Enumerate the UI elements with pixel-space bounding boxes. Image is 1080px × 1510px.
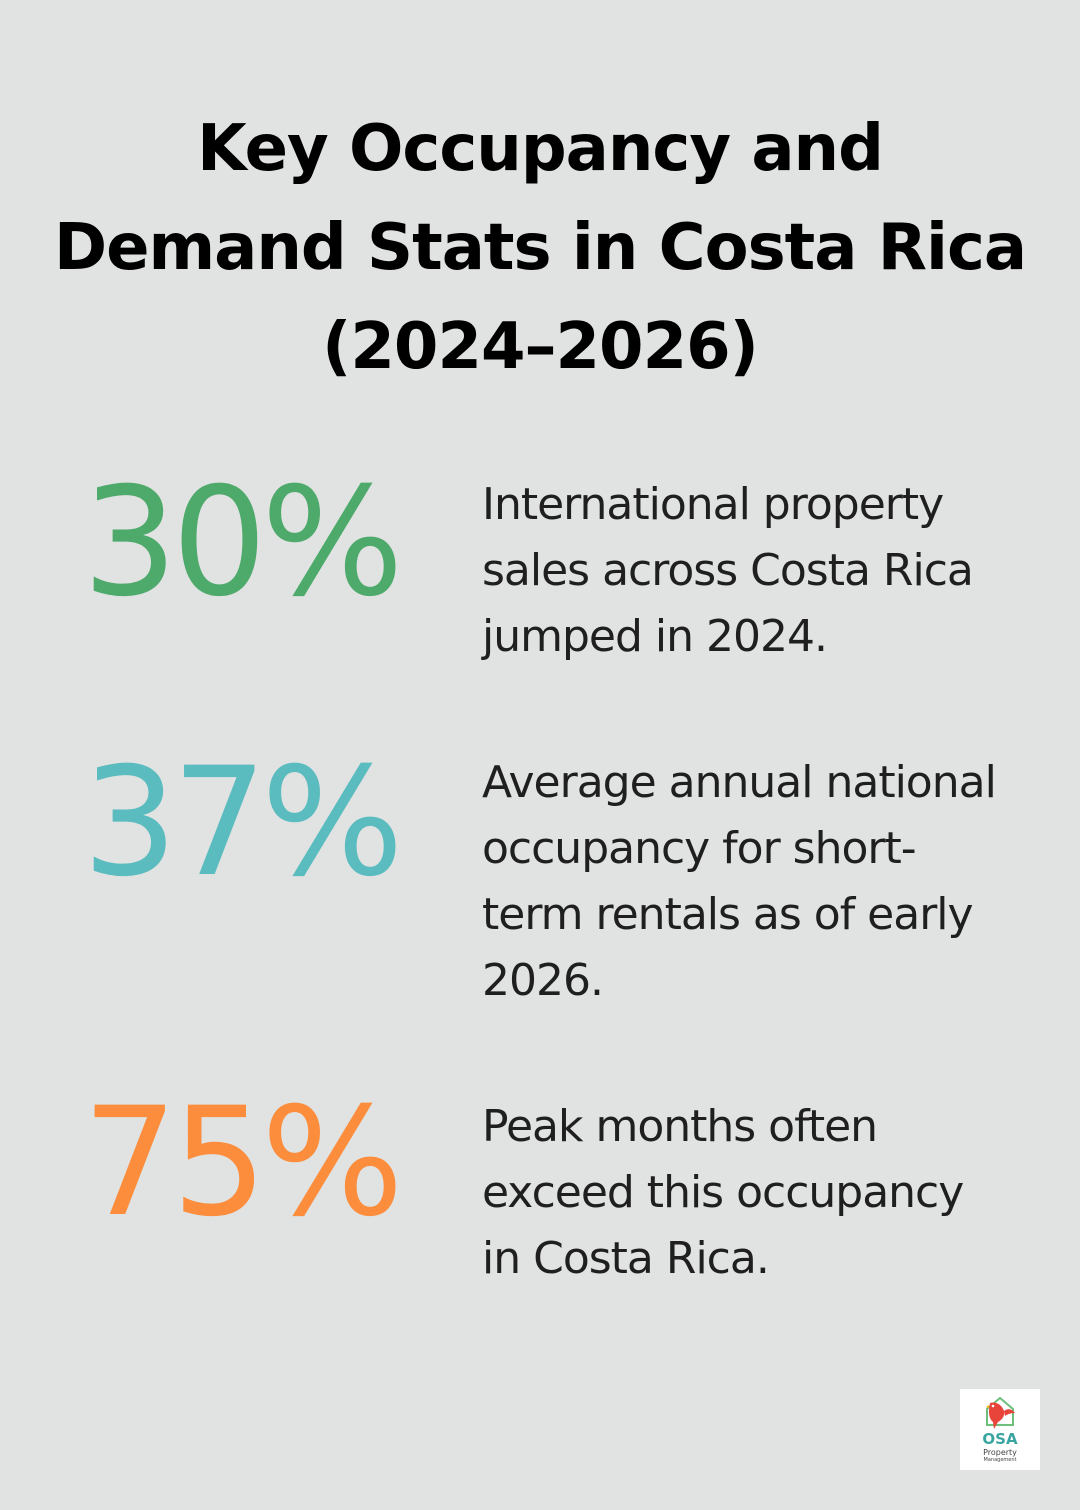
company-logo: OSA Property Management — [960, 1389, 1040, 1470]
logo-line-2: Management — [983, 1457, 1017, 1463]
stat-value: 75% — [82, 1076, 403, 1250]
description-line: International property — [482, 479, 944, 530]
description-line: Average annual national — [482, 757, 997, 808]
description-line: Peak months often — [482, 1101, 878, 1152]
description-line: term rentals as of early — [482, 889, 974, 940]
title-line: Demand Stats in Costa Rica — [53, 211, 1027, 285]
title-line: Key Occupancy and — [197, 112, 884, 186]
description-line: exceed this occupancy — [482, 1167, 964, 1218]
stat-description: International property sales across Cost… — [482, 472, 1042, 670]
description-line: 2026. — [482, 955, 604, 1006]
title-line: (2024–2026) — [322, 310, 759, 384]
description-line: sales across Costa Rica — [482, 545, 974, 596]
page-title: Key Occupancy and Demand Stats in Costa … — [0, 100, 1080, 397]
stat-value: 37% — [82, 736, 403, 910]
logo-brand: OSA — [982, 1430, 1018, 1448]
description-line: jumped in 2024. — [482, 611, 828, 662]
description-line: occupancy for short- — [482, 823, 917, 874]
stat-description: Peak months often exceed this occupancy … — [482, 1094, 1042, 1292]
stat-value: 30% — [82, 456, 403, 630]
house-parrot-icon — [986, 1396, 1015, 1429]
logo-line-1: Property — [983, 1448, 1017, 1457]
stat-description: Average annual national occupancy for sh… — [482, 750, 1042, 1014]
description-line: in Costa Rica. — [482, 1233, 770, 1284]
